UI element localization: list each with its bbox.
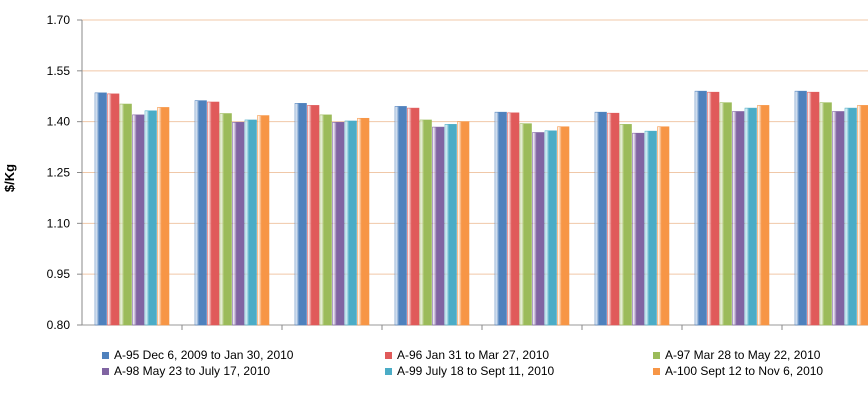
- legend-item: A-95 Dec 6, 2009 to Jan 30, 2010: [102, 348, 293, 362]
- legend-swatch: [385, 351, 392, 359]
- bar: [332, 122, 345, 326]
- bar: [757, 105, 770, 326]
- bar: [344, 120, 357, 326]
- bar-chart: 0.800.951.101.251.401.551.70BCABSKMBONQC…: [2, 13, 868, 330]
- bar: [832, 111, 845, 326]
- bar: [119, 103, 132, 326]
- bar: [807, 91, 820, 326]
- axes: 0.800.951.101.251.401.551.70BCABSKMBONQC…: [47, 13, 783, 330]
- bar: [794, 90, 807, 326]
- legend-swatch: [102, 367, 109, 375]
- bar: [494, 111, 507, 326]
- bar: [157, 107, 170, 326]
- bar: [307, 105, 320, 326]
- bar: [207, 101, 220, 326]
- y-tick-label: 1.55: [47, 64, 71, 78]
- legend-label: A-100 Sept 12 to Nov 6, 2010: [665, 364, 824, 378]
- legend-item: A-100 Sept 12 to Nov 6, 2010: [653, 364, 823, 378]
- bar: [532, 132, 545, 326]
- bar: [744, 107, 757, 326]
- bar: [844, 107, 857, 326]
- bar: [694, 90, 707, 326]
- bars: [94, 90, 868, 326]
- y-tick-label: 0.95: [47, 267, 71, 281]
- bar: [619, 124, 632, 326]
- bar: [257, 115, 270, 326]
- y-tick-label: 1.10: [47, 216, 71, 230]
- bar: [707, 91, 720, 326]
- legend-label: A-98 May 23 to July 17, 2010: [114, 364, 271, 378]
- bar: [719, 102, 732, 326]
- bar: [419, 119, 432, 326]
- legend-label: A-97 Mar 28 to May 22, 2010: [665, 348, 821, 362]
- y-tick-label: 0.80: [47, 318, 71, 330]
- bar: [857, 105, 868, 326]
- bar: [594, 111, 607, 326]
- bar: [107, 93, 120, 326]
- bar: [132, 114, 145, 326]
- legend-item: A-97 Mar 28 to May 22, 2010: [653, 348, 820, 362]
- legend-item: A-99 July 18 to Sept 11, 2010: [385, 364, 554, 378]
- y-tick-label: 1.25: [47, 166, 71, 180]
- bar: [819, 102, 832, 326]
- bar: [219, 113, 232, 326]
- bar: [319, 114, 332, 326]
- bar: [507, 112, 520, 326]
- legend-item: A-96 Jan 31 to Mar 27, 2010: [385, 348, 549, 362]
- bar: [394, 106, 407, 326]
- legend-swatch: [653, 367, 660, 375]
- y-axis-label: $/Kg: [2, 164, 17, 192]
- bar: [144, 110, 157, 326]
- bar: [607, 112, 620, 326]
- y-tick-label: 1.70: [47, 13, 71, 27]
- legend-swatch: [653, 351, 660, 359]
- bar: [444, 124, 457, 326]
- bar: [557, 126, 570, 326]
- bar: [357, 117, 370, 326]
- chart-legend: A-95 Dec 6, 2009 to Jan 30, 2010 A-96 Jan…: [102, 348, 868, 408]
- bar: [457, 121, 470, 326]
- legend-swatch: [385, 367, 392, 375]
- bar: [644, 130, 657, 326]
- bar: [94, 92, 107, 326]
- bar: [732, 111, 745, 326]
- bar: [519, 123, 532, 326]
- y-tick-label: 1.40: [47, 115, 71, 129]
- legend-label: A-95 Dec 6, 2009 to Jan 30, 2010: [114, 348, 294, 362]
- bar: [232, 122, 245, 326]
- legend-item: A-98 May 23 to July 17, 2010: [102, 364, 270, 378]
- bar: [632, 132, 645, 326]
- legend-swatch: [102, 351, 109, 359]
- bar: [432, 126, 445, 326]
- bar: [407, 107, 420, 326]
- bar: [244, 119, 257, 326]
- bar: [294, 103, 307, 326]
- legend-label: A-96 Jan 31 to Mar 27, 2010: [397, 348, 550, 362]
- bar: [544, 130, 557, 326]
- legend-label: A-99 July 18 to Sept 11, 2010: [397, 364, 555, 378]
- bar: [657, 126, 670, 326]
- bar: [194, 100, 207, 326]
